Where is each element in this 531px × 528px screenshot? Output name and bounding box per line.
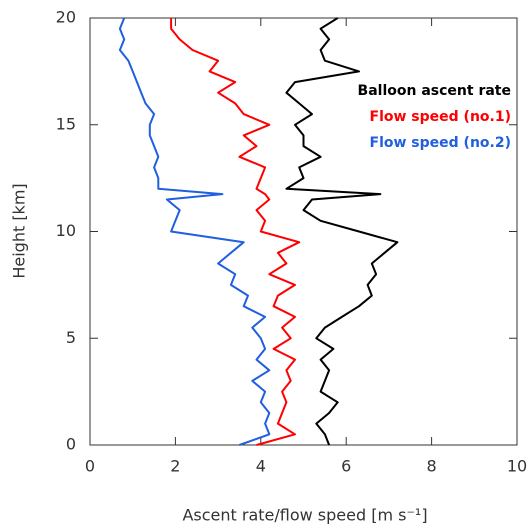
x-tick-label: 4 — [256, 457, 266, 476]
x-axis-label: Ascent rate/flow speed [m s⁻¹] — [182, 506, 427, 525]
x-tick-label: 0 — [85, 457, 95, 476]
y-tick-label: 10 — [56, 221, 76, 240]
x-tick-label: 6 — [341, 457, 351, 476]
y-tick-label: 0 — [66, 435, 76, 454]
y-tick-label: 5 — [66, 328, 76, 347]
x-tick-label: 10 — [507, 457, 527, 476]
y-axis-label: Height [km] — [10, 183, 29, 278]
legend-entry: Flow speed (no.1) — [370, 109, 511, 125]
x-tick-label: 8 — [427, 457, 437, 476]
x-tick-label: 2 — [170, 457, 180, 476]
legend-entry: Balloon ascent rate — [358, 83, 511, 99]
y-tick-label: 20 — [56, 8, 76, 27]
legend-entry: Flow speed (no.2) — [370, 135, 511, 151]
y-tick-label: 15 — [56, 114, 76, 133]
profile-line — [118, 17, 271, 446]
profile-line — [285, 17, 399, 446]
profile-line — [170, 18, 301, 446]
